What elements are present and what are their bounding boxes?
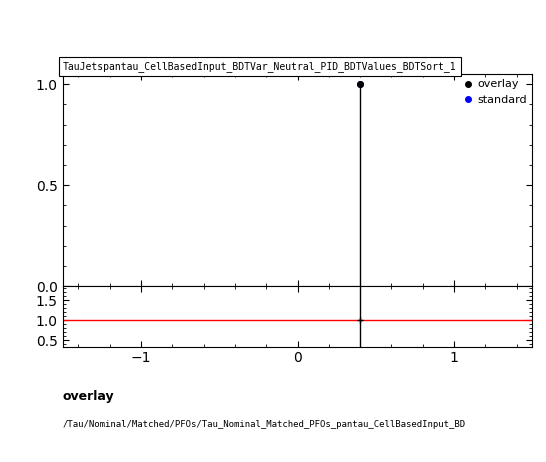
Text: TauJetspantau_CellBasedInput_BDTVar_Neutral_PID_BDTValues_BDTSort_1: TauJetspantau_CellBasedInput_BDTVar_Neut… <box>63 61 456 72</box>
Text: overlay: overlay <box>63 390 115 403</box>
Text: /Tau/Nominal/Matched/PFOs/Tau_Nominal_Matched_PFOs_pantau_CellBasedInput_BD: /Tau/Nominal/Matched/PFOs/Tau_Nominal_Ma… <box>63 420 466 429</box>
Legend: overlay, standard: overlay, standard <box>464 79 527 105</box>
